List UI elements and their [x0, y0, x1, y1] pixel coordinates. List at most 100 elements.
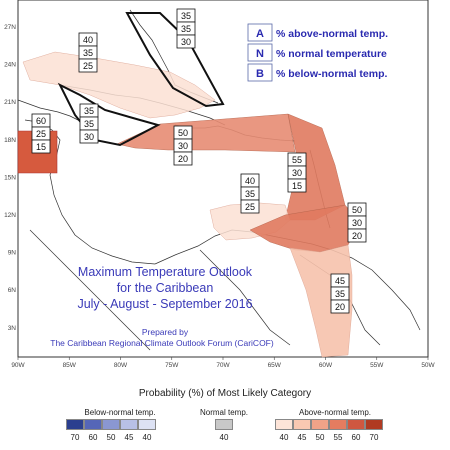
prepared-by-text: Prepared by: [142, 327, 189, 337]
probability-cell: [79, 129, 99, 144]
above-normal-swatch: [347, 419, 365, 430]
probability-box: 55 30 15: [287, 152, 307, 193]
probability-cell: [240, 199, 260, 214]
probability-value: 35: [181, 11, 191, 21]
probability-cell: [330, 299, 350, 314]
lat-tick-label: 24N: [4, 62, 16, 69]
normal-swatch: [215, 419, 233, 430]
normal-values: 40: [215, 433, 233, 442]
above-normal-value: 45: [297, 433, 307, 442]
region-bahamas-outline: [125, 12, 225, 108]
lon-tick-label: 85W: [63, 362, 77, 369]
category-key: A % above-normal temp. N % normal temper…: [247, 23, 388, 82]
below-normal-value: 40: [142, 433, 152, 442]
probability-value: 35: [181, 24, 191, 34]
key-text-b: % below-normal temp.: [276, 68, 388, 80]
normal-label: Normal temp.: [199, 408, 248, 417]
above-normal-swatch: [311, 419, 329, 430]
above-normal-value: 70: [369, 433, 379, 442]
probability-value: 50: [352, 205, 362, 215]
above-normal-value: 50: [315, 433, 325, 442]
latitude-ticks: 27N 24N 21N 18N 15N 12N 9N 6N 3N: [4, 24, 16, 332]
probability-value: 25: [245, 202, 255, 212]
below-normal-swatch: [102, 419, 120, 430]
key-letter-b: B: [256, 68, 264, 80]
probability-cell: [78, 58, 98, 73]
probability-value: 30: [178, 141, 188, 151]
below-normal-swatch: [66, 419, 84, 430]
probability-value: 25: [36, 129, 46, 139]
inland-border-1: [199, 249, 291, 346]
map-title-line-2: for the Caribbean: [117, 281, 214, 295]
probability-box: 35 35 30: [79, 103, 99, 144]
above-normal-swatch: [329, 419, 347, 430]
below-normal-swatches: [66, 419, 156, 430]
map-title-line-1: Maximum Temperature Outlook: [78, 265, 253, 279]
probability-value: 60: [36, 116, 46, 126]
above-normal-value: 60: [351, 433, 361, 442]
probability-value: 40: [83, 35, 93, 45]
probability-value: 20: [352, 231, 362, 241]
probability-box: 40 35 25: [240, 173, 260, 214]
lat-tick-label: 6N: [8, 287, 17, 294]
outlook-regions: [17, 51, 361, 358]
lat-tick-label: 15N: [4, 174, 16, 181]
probability-value: 35: [245, 189, 255, 199]
lon-tick-label: 80W: [114, 362, 128, 369]
below-normal-swatch: [84, 419, 102, 430]
probability-boxes: 35 35 30 40 35 25 35 35 30 60 25 15 50 30 20 55 30 15 40 35…: [31, 8, 367, 314]
below-normal-swatch: [138, 419, 156, 430]
below-normal-value: 45: [124, 433, 134, 442]
probability-value: 35: [335, 289, 345, 299]
below-normal-swatch: [120, 419, 138, 430]
lat-tick-label: 3N: [8, 325, 17, 332]
region-northwest-caribbean: [22, 51, 216, 119]
probability-value: 25: [83, 61, 93, 71]
probability-value: 15: [36, 142, 46, 152]
above-normal-swatch: [365, 419, 383, 430]
probability-value: 30: [84, 132, 94, 142]
lon-tick-label: 50W: [421, 362, 435, 369]
above-normal-swatches: [275, 419, 383, 430]
above-normal-swatch: [275, 419, 293, 430]
probability-cell: [176, 34, 196, 49]
probability-value: 30: [352, 218, 362, 228]
key-letter-n: N: [256, 48, 264, 60]
lat-tick-label: 21N: [4, 99, 16, 106]
normal-value: 40: [219, 433, 229, 442]
probability-box: 60 25 15: [31, 113, 51, 154]
probability-value: 35: [84, 106, 94, 116]
probability-cell: [287, 178, 307, 193]
probability-box: 35 35 30: [176, 8, 196, 49]
key-box-b: [247, 63, 273, 82]
lon-tick-label: 75W: [165, 362, 179, 369]
below-normal-label: Below-normal temp.: [84, 408, 156, 417]
probability-box: 45 35 20: [330, 273, 350, 314]
probability-value: 35: [83, 48, 93, 58]
probability-value: 15: [292, 181, 302, 191]
central-america-coast: [24, 119, 156, 265]
below-normal-value: 70: [70, 433, 80, 442]
lat-tick-label: 12N: [4, 212, 16, 219]
probability-cell: [347, 228, 367, 243]
organization-text: The Caribbean Regional Climate Outlook F…: [50, 338, 274, 348]
normal-swatches: [215, 419, 233, 430]
region-greater-antilles: [116, 113, 296, 153]
probability-value: 20: [178, 154, 188, 164]
lon-tick-label: 90W: [11, 362, 25, 369]
above-normal-value: 55: [333, 433, 343, 442]
lat-tick-label: 27N: [4, 24, 16, 31]
region-guianas: [289, 244, 353, 358]
probability-box: 50 30 20: [347, 202, 367, 243]
below-normal-value: 50: [106, 433, 116, 442]
map-title-block: Maximum Temperature Outlook for the Cari…: [50, 265, 274, 348]
above-normal-label: Above-normal temp.: [298, 408, 372, 417]
lat-tick-label: 18N: [4, 137, 16, 144]
probability-box: 40 35 25: [78, 32, 98, 73]
above-normal-value: 40: [279, 433, 289, 442]
probability-value: 40: [245, 176, 255, 186]
legend-caption: Probability (%) of Most Likely Category: [138, 388, 312, 399]
probability-value: 30: [292, 168, 302, 178]
longitude-ticks: 90W 85W 80W 75W 70W 65W 60W 55W 50W: [11, 357, 436, 369]
